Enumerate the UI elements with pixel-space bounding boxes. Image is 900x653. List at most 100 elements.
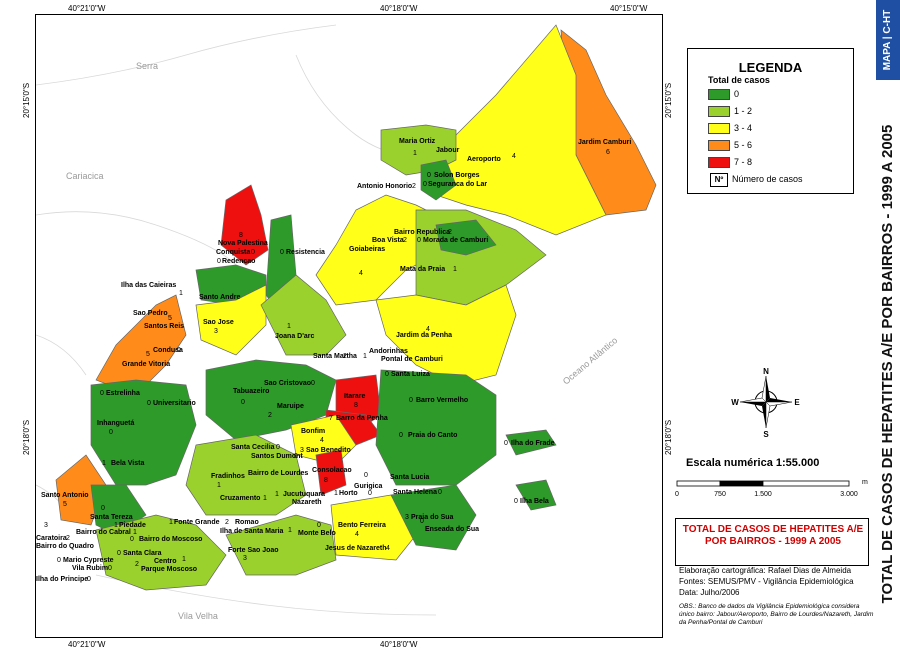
nb-name-sao-jose: Sao Jose	[203, 319, 234, 326]
region-republica[interactable]	[415, 209, 547, 306]
neighborhood-polygons[interactable]	[55, 24, 657, 591]
legend-label-2: 3 - 4	[734, 123, 753, 133]
region-morada[interactable]	[435, 219, 497, 256]
coord-left-2: 20°18'0"S	[22, 419, 31, 455]
nb-name-ilha-frade: Ilha do Frade	[511, 440, 555, 447]
scale-tick-2: 1.500	[754, 491, 772, 498]
nb-count-santa-tereza: 0	[101, 505, 105, 512]
region-joana-darc[interactable]	[260, 274, 347, 356]
nb-name-lourdes: Bairro de Lourdes	[248, 470, 308, 477]
scale-title: Escala numérica 1:55.000	[686, 457, 820, 469]
nb-name-pontal: Pontal de Camburi	[381, 356, 443, 363]
nb-count-mario-cypreste: 0	[57, 557, 61, 564]
nb-count-centro: 2	[135, 561, 139, 568]
nb-count-barro-penha: 7	[329, 415, 333, 422]
nb-name-joana-darc: Joana D'arc	[275, 333, 315, 340]
nb-name-jucutuquara: Jucutuquara	[283, 491, 325, 498]
nb-name-forte-sao-joao: Forte Sao Joao	[228, 547, 279, 554]
area-label-cariacica: Cariacica	[66, 171, 104, 181]
region-solon-borges[interactable]	[420, 159, 457, 201]
region-nova-palestina[interactable]	[220, 184, 269, 266]
nb-name-resistencia: Resistencia	[286, 249, 325, 256]
nb-name-andorinhas: Andorinhas	[369, 348, 408, 355]
legend-label-1: 1 - 2	[734, 106, 753, 116]
region-enseada[interactable]	[390, 484, 477, 551]
nb-count-praia-canto: 0	[399, 432, 403, 439]
nb-name-bonfim: Bonfim	[301, 428, 325, 435]
nb-count-republica: 2	[448, 229, 452, 236]
nb-count-inhangueta: 0	[109, 429, 113, 436]
nb-name-mario-cypreste: Mario Cypreste	[63, 557, 114, 564]
side-badge: MAPA | C-HT	[876, 0, 900, 80]
nb-count-bela-vista: 1	[102, 460, 106, 467]
nb-count-sao-jose: 3	[214, 328, 218, 335]
nb-name-bento-ferreira: Bento Ferreira	[338, 522, 386, 529]
region-santa-cecilia[interactable]	[185, 434, 307, 516]
nb-name-enseada: Enseada do Sua	[425, 526, 479, 533]
nb-name-monte-belo: Monte Belo	[298, 530, 336, 537]
nb-name-estrelinha: Estrelinha	[106, 390, 140, 397]
nb-name-goiabeiras: Goiabeiras	[349, 246, 385, 253]
credit-elaboration: Elaboração cartográfica: Rafael Dias de …	[679, 566, 852, 575]
legend-swatch-2	[708, 123, 730, 134]
nb-count-goiabeiras: 4	[359, 270, 363, 277]
region-sao-jose[interactable]	[195, 284, 267, 356]
nb-count-nazareth: 8	[324, 477, 328, 484]
nb-name-santa-cecilia: Santa Cecilia	[231, 444, 275, 451]
nb-name-conquista: Conquista	[216, 249, 250, 256]
region-bento-ferreira[interactable]	[330, 494, 417, 561]
nb-count-redencao: 0	[217, 258, 221, 265]
legend-swatch-3	[708, 140, 730, 151]
nb-name-nova-palestina: Nova Palestina	[218, 240, 268, 247]
nb-count-estrelinha: 0	[100, 390, 104, 397]
nb-count-andorinhas: 1	[363, 353, 367, 360]
scale-tick-3: 3.000	[840, 491, 858, 498]
map-frame[interactable]: Serra Cariacica Vila Velha Oceano Atlânt…	[35, 14, 663, 638]
nb-name-maruipe: Maruipe	[277, 403, 304, 410]
nb-count-enseada: 0	[420, 518, 424, 525]
region-nazareth[interactable]	[315, 449, 347, 496]
nb-name-condusa: Condusa	[153, 347, 183, 354]
nb-name-santa-lucia: Santa Lucia	[390, 474, 429, 481]
nb-name-universitario: Universitario	[153, 400, 196, 407]
nb-name-nazareth: Nazareth	[292, 499, 322, 506]
region-universitario[interactable]	[90, 379, 197, 486]
region-centro[interactable]	[95, 514, 227, 591]
nb-count-horto: 1	[334, 490, 338, 497]
region-forte-sao-joao[interactable]	[225, 514, 337, 576]
nb-count-seguranca: 0	[423, 181, 427, 188]
nb-name-redencao: Redencao	[222, 258, 255, 265]
nb-name-romao: Romao	[235, 519, 259, 526]
scale-bar: m 0 750 1.500 3.000	[675, 479, 868, 498]
coord-top-2: 40°18'0"W	[380, 4, 418, 13]
nb-count-itarare: 8	[354, 402, 358, 409]
legend-title: LEGENDA	[738, 60, 803, 75]
nb-count-caratoira: 3	[44, 522, 48, 529]
legend-label-4: 7 - 8	[734, 157, 753, 167]
map-canvas[interactable]: Serra Cariacica Vila Velha Oceano Atlânt…	[36, 15, 662, 637]
map-title: TOTAL DE CASOS DE HEPATITES A/E POR BAIR…	[682, 524, 864, 547]
nb-count-sao-cristovao: 0	[311, 380, 315, 387]
nb-name-grande-vitoria: Grande Vitoria	[122, 361, 170, 368]
nb-count-monte-belo: 0	[317, 522, 321, 529]
region-ilha-bela[interactable]	[515, 479, 557, 511]
compass-s: S	[763, 430, 769, 438]
nb-name-cabral: Bairro do Cabral	[76, 529, 131, 536]
scale-tick-0: 0	[675, 491, 679, 498]
nb-count-joana-darc: 1	[287, 323, 291, 330]
nb-count-santo-antonio: 5	[63, 501, 67, 508]
nb-name-jardim-camburi: Jardim Camburi	[578, 139, 631, 146]
area-label-oceano: Oceano Atlântico	[561, 335, 620, 386]
nb-name-republica: Bairro Republica	[394, 229, 450, 236]
nb-name-santa-martha: Santa Martha	[313, 353, 357, 360]
nb-name-sao-benedito: Sao Benedito	[306, 447, 351, 454]
region-praia-canto[interactable]	[375, 369, 497, 486]
nb-count-cabral: 1	[133, 529, 137, 536]
nb-name-santa-helena: Santa Helena	[393, 489, 437, 496]
nb-count-grande-vitoria: 5	[146, 351, 150, 358]
nb-name-santa-clara: Santa Clara	[123, 550, 162, 557]
region-jardim-penha[interactable]	[375, 284, 517, 386]
nb-count-moscoso: 0	[130, 536, 134, 543]
region-ilha-frade[interactable]	[505, 429, 557, 456]
nb-name-praia-canto: Praia do Canto	[408, 432, 457, 439]
